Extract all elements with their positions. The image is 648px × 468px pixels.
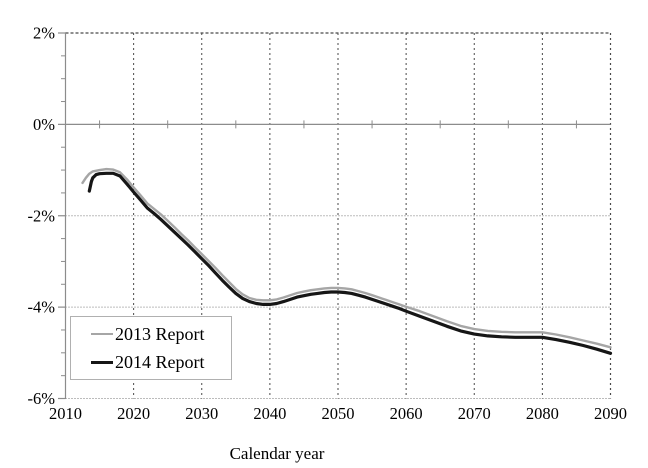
y-tick-label: -2% — [28, 206, 56, 225]
series-line-2013-report — [81, 167, 612, 349]
legend-item-2013-report: 2013 Report — [91, 324, 231, 345]
x-tick-label: 2050 — [322, 404, 355, 423]
x-tick-label: 2060 — [390, 404, 423, 423]
x-tick-label: 2020 — [117, 404, 150, 423]
y-tick-label: 2% — [33, 24, 55, 43]
y-tick-label: -4% — [28, 298, 56, 317]
x-tick-label: 2090 — [594, 404, 627, 423]
x-axis-title: Calendar year — [229, 444, 325, 463]
legend-line-swatch-2014-icon — [91, 360, 113, 364]
legend-label-2014-report: 2014 Report — [115, 351, 205, 372]
x-tick-label: 2010 — [49, 404, 82, 423]
legend-item-2014-report: 2014 Report — [91, 352, 231, 373]
series-line-2014-report — [87, 171, 613, 355]
legend: 2013 Report 2014 Report — [70, 316, 232, 380]
x-tick-label: 2070 — [458, 404, 491, 423]
x-tick-label: 2030 — [185, 404, 218, 423]
y-tick-label: 0% — [33, 115, 55, 134]
y-tick-label: -6% — [28, 389, 56, 408]
legend-line-swatch-2013-icon — [91, 333, 113, 335]
x-tick-label: 2040 — [253, 404, 286, 423]
legend-label-2013-report: 2013 Report — [115, 323, 205, 344]
x-tick-label: 2080 — [526, 404, 559, 423]
